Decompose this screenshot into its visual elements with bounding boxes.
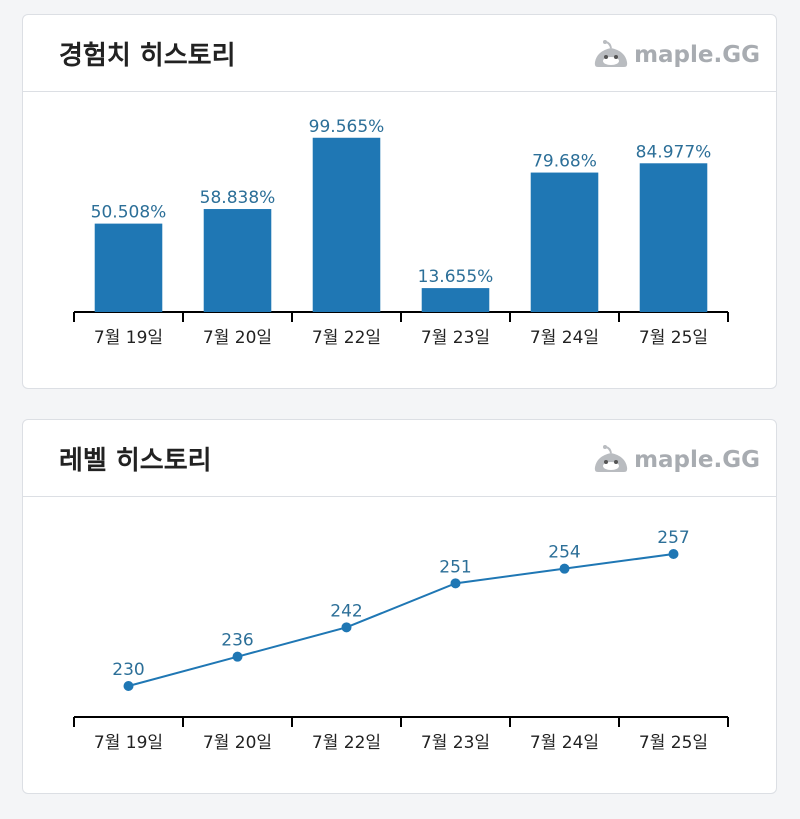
level-point [559, 563, 570, 574]
level-history-title: 레벨 히스토리 [59, 446, 212, 476]
brand-logo[interactable]: maple.GG [592, 444, 760, 476]
exp-value-label: 58.838% [200, 188, 276, 208]
lvl-tick-label: 7월 23일 [421, 733, 490, 753]
slime-mascot-icon [594, 40, 628, 67]
level-value-label: 257 [657, 528, 689, 548]
level-value-label: 254 [548, 543, 580, 563]
exp-tick-label: 7월 25일 [639, 328, 708, 348]
level-point [341, 622, 352, 633]
level-point [123, 681, 134, 691]
level-point [450, 578, 461, 589]
exp-tick-label: 7월 19일 [94, 328, 163, 348]
level-series-line [128, 553, 674, 687]
exp-history-card: 경험치 히스토리 maple.GG 7월 19일 7월 20일 7월 22일 7월 2… [22, 14, 777, 389]
exp-card-header: 경험치 히스토리 maple.GG [23, 15, 776, 92]
level-value-label: 242 [330, 601, 362, 621]
exp-bar [203, 209, 272, 312]
lvl-tick-label: 7월 25일 [639, 733, 708, 753]
exp-bar [530, 172, 599, 312]
level-value-label: 251 [439, 557, 471, 577]
exp-tick-label: 7월 24일 [530, 328, 599, 348]
exp-bar [421, 288, 490, 312]
level-card-header: 레벨 히스토리 maple.GG [23, 420, 776, 497]
exp-tick-label: 7월 20일 [203, 328, 272, 348]
lvl-tick-label: 7월 22일 [312, 733, 381, 753]
lvl-tick-label: 7월 24일 [530, 733, 599, 753]
brand-name: maple.GG [634, 42, 760, 68]
exp-value-label: 50.508% [91, 203, 167, 223]
exp-bar [639, 163, 708, 312]
level-line-chart: 7월 19일 7월 20일 7월 22일 7월 23일 7월 24일 7월 25일 230 2… [73, 528, 729, 753]
lvl-tick-label: 7월 19일 [94, 733, 163, 753]
brand-name: maple.GG [634, 447, 760, 473]
exp-value-label: 79.68% [532, 152, 597, 172]
exp-value-label: 99.565% [309, 117, 385, 137]
level-history-card: 레벨 히스토리 maple.GG 7월 19일 7월 20일 7월 22일 7월 23… [22, 419, 777, 794]
exp-tick-label: 7월 23일 [421, 328, 490, 348]
level-point [232, 651, 243, 662]
exp-bar [94, 223, 163, 312]
exp-bar-chart: 7월 19일 7월 20일 7월 22일 7월 23일 7월 24일 7월 25일 50.5… [73, 117, 729, 348]
slime-mascot-icon [594, 445, 628, 472]
exp-tick-label: 7월 22일 [312, 328, 381, 348]
level-point [668, 549, 679, 559]
level-value-label: 230 [112, 660, 144, 680]
level-value-label: 236 [221, 631, 253, 651]
exp-value-label: 13.655% [418, 267, 494, 287]
exp-value-label: 84.977% [636, 142, 712, 162]
exp-history-title: 경험치 히스토리 [59, 41, 236, 71]
exp-bar [312, 137, 381, 312]
lvl-tick-label: 7월 20일 [203, 733, 272, 753]
brand-logo[interactable]: maple.GG [592, 39, 760, 71]
